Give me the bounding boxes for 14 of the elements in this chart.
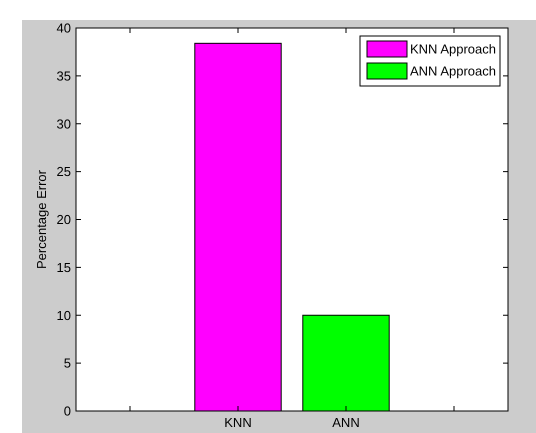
legend-label: KNN Approach [410, 42, 496, 57]
y-tick-label: 20 [56, 212, 71, 228]
y-tick-label: 30 [56, 116, 71, 132]
x-tick-label: KNN [224, 415, 252, 430]
y-tick-label: 0 [64, 404, 71, 419]
y-tick-label: 10 [56, 308, 71, 323]
y-tick-label: 40 [56, 20, 71, 36]
y-axis-title: Percentage Error [34, 169, 49, 269]
y-tick-label: 35 [56, 68, 71, 84]
x-tick-label: ANN [332, 415, 360, 430]
y-tick-label: 15 [56, 260, 71, 275]
y-tick-label: 5 [64, 356, 71, 371]
legend-label: ANN Approach [410, 64, 496, 79]
y-tick-label: 25 [56, 164, 71, 180]
